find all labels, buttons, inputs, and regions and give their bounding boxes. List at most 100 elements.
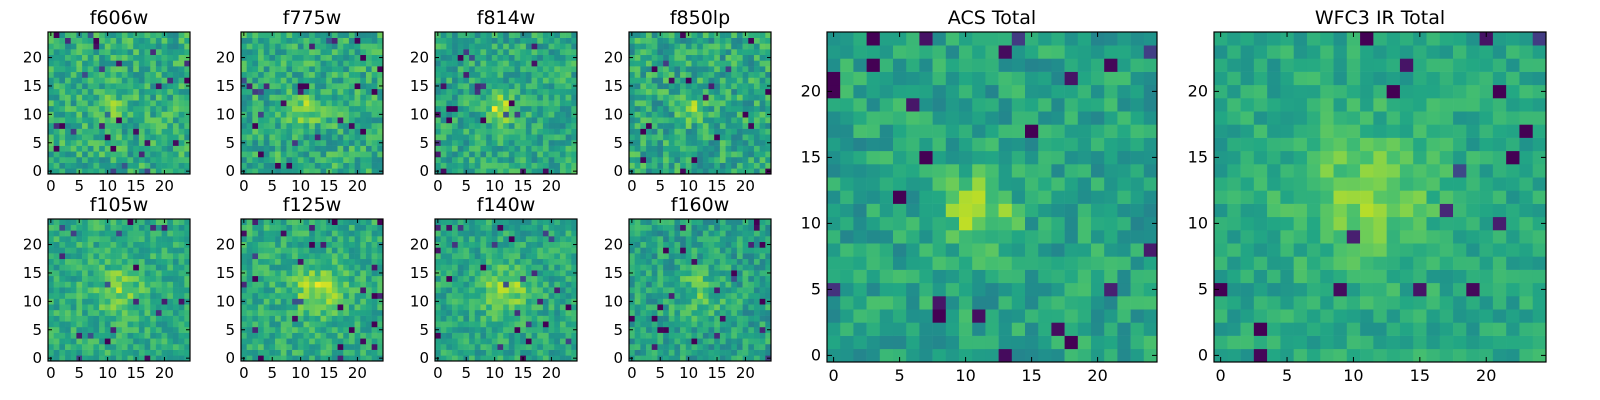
heatmap-cell [531, 139, 538, 146]
heatmap-cell [629, 105, 635, 112]
heatmap-cell [491, 315, 498, 322]
heatmap-cell [167, 281, 174, 288]
heatmap-cell [150, 219, 157, 225]
heatmap-cell [759, 94, 766, 101]
heatmap-cell [708, 71, 715, 78]
heatmap-cell [365, 258, 372, 265]
heatmap-cell [440, 355, 447, 362]
heatmap-cell [70, 43, 77, 50]
heatmap-cell [65, 111, 72, 118]
heatmap-cell [680, 355, 687, 362]
heatmap-cell [759, 281, 766, 288]
heatmap-cell [371, 151, 378, 158]
heatmap-cell [497, 151, 504, 158]
heatmap-cell [303, 281, 310, 288]
heatmap-cell [474, 287, 481, 294]
heatmap-cell [337, 162, 344, 169]
heatmap-cell [252, 343, 259, 350]
heatmap-cell [463, 287, 470, 294]
heatmap-cell [263, 298, 270, 305]
heatmap-cell [457, 281, 464, 288]
heatmap-cell [685, 71, 692, 78]
heatmap-cell [457, 309, 464, 316]
heatmap-cell [309, 230, 316, 237]
heatmap-cell [309, 219, 316, 225]
heatmap-cell [354, 224, 361, 231]
heatmap-cell [668, 94, 675, 101]
heatmap-cell [559, 230, 566, 237]
heatmap-cell [348, 241, 355, 248]
heatmap-cell [48, 145, 54, 152]
heatmap-cell [446, 304, 453, 311]
heatmap-cell [275, 270, 282, 277]
heatmap-cell [452, 298, 459, 305]
heatmap-cell [104, 94, 111, 101]
heatmap-cell [640, 66, 647, 73]
heatmap-cell [759, 343, 766, 350]
heatmap-cell [110, 321, 117, 328]
heatmap-cell [371, 128, 378, 135]
heatmap-cell [178, 326, 185, 333]
heatmap-cell [765, 287, 772, 294]
heatmap-cell [326, 94, 333, 101]
heatmap-cell [53, 253, 60, 260]
heatmap-cell [525, 224, 532, 231]
heatmap-cell [646, 77, 653, 84]
heatmap-cell [53, 281, 60, 288]
heatmap-cell [503, 168, 510, 175]
heatmap-cell [708, 343, 715, 350]
heatmap-cell [554, 230, 561, 237]
heatmap-cell [446, 60, 453, 67]
heatmap-cell [365, 49, 372, 56]
heatmap-cell [674, 71, 681, 78]
heatmap-cell [548, 292, 555, 299]
heatmap-cell [469, 236, 476, 243]
heatmap-cell [559, 94, 566, 101]
heatmap-cell [82, 343, 89, 350]
heatmap-cell [297, 270, 304, 277]
heatmap-cell [65, 253, 72, 260]
heatmap-cell [59, 37, 66, 44]
heatmap-cell [691, 77, 698, 84]
heatmap-cell [520, 37, 527, 44]
heatmap-cell [531, 37, 538, 44]
x-tick-label: 0 [239, 364, 249, 382]
heatmap-cell [161, 236, 168, 243]
heatmap-cell [452, 49, 459, 56]
heatmap-cell [446, 287, 453, 294]
heatmap-cell [525, 315, 532, 322]
heatmap-cell [326, 139, 333, 146]
heatmap-cell [469, 270, 476, 277]
heatmap-cell [275, 156, 282, 163]
heatmap-cell [559, 258, 566, 265]
heatmap-cell [463, 60, 470, 67]
heatmap-cell [371, 66, 378, 73]
heatmap-cell [155, 298, 162, 305]
heatmap-cell [309, 304, 316, 311]
heatmap-cell [59, 258, 66, 265]
heatmap-cell [53, 292, 60, 299]
heatmap-cell [486, 134, 493, 141]
heatmap-cell [320, 304, 327, 311]
heatmap-cell [554, 83, 561, 90]
heatmap-cell [446, 145, 453, 152]
heatmap-cell [736, 304, 743, 311]
heatmap-cell [640, 111, 647, 118]
heatmap-cell [82, 315, 89, 322]
heatmap-cell [719, 168, 726, 175]
heatmap-cell [674, 60, 681, 67]
heatmap-cell [275, 236, 282, 243]
heatmap-cell [474, 224, 481, 231]
heatmap-cell [554, 287, 561, 294]
heatmap-cell [167, 258, 174, 265]
heatmap-cell [725, 100, 732, 107]
heatmap-cell [99, 139, 106, 146]
heatmap-cell [303, 230, 310, 237]
heatmap-cell [440, 275, 447, 282]
heatmap-cell [731, 326, 738, 333]
heatmap-cell [138, 230, 145, 237]
heatmap-cell [292, 151, 299, 158]
heatmap-cell [297, 111, 304, 118]
heatmap-cell [87, 54, 94, 61]
heatmap-cell [537, 145, 544, 152]
